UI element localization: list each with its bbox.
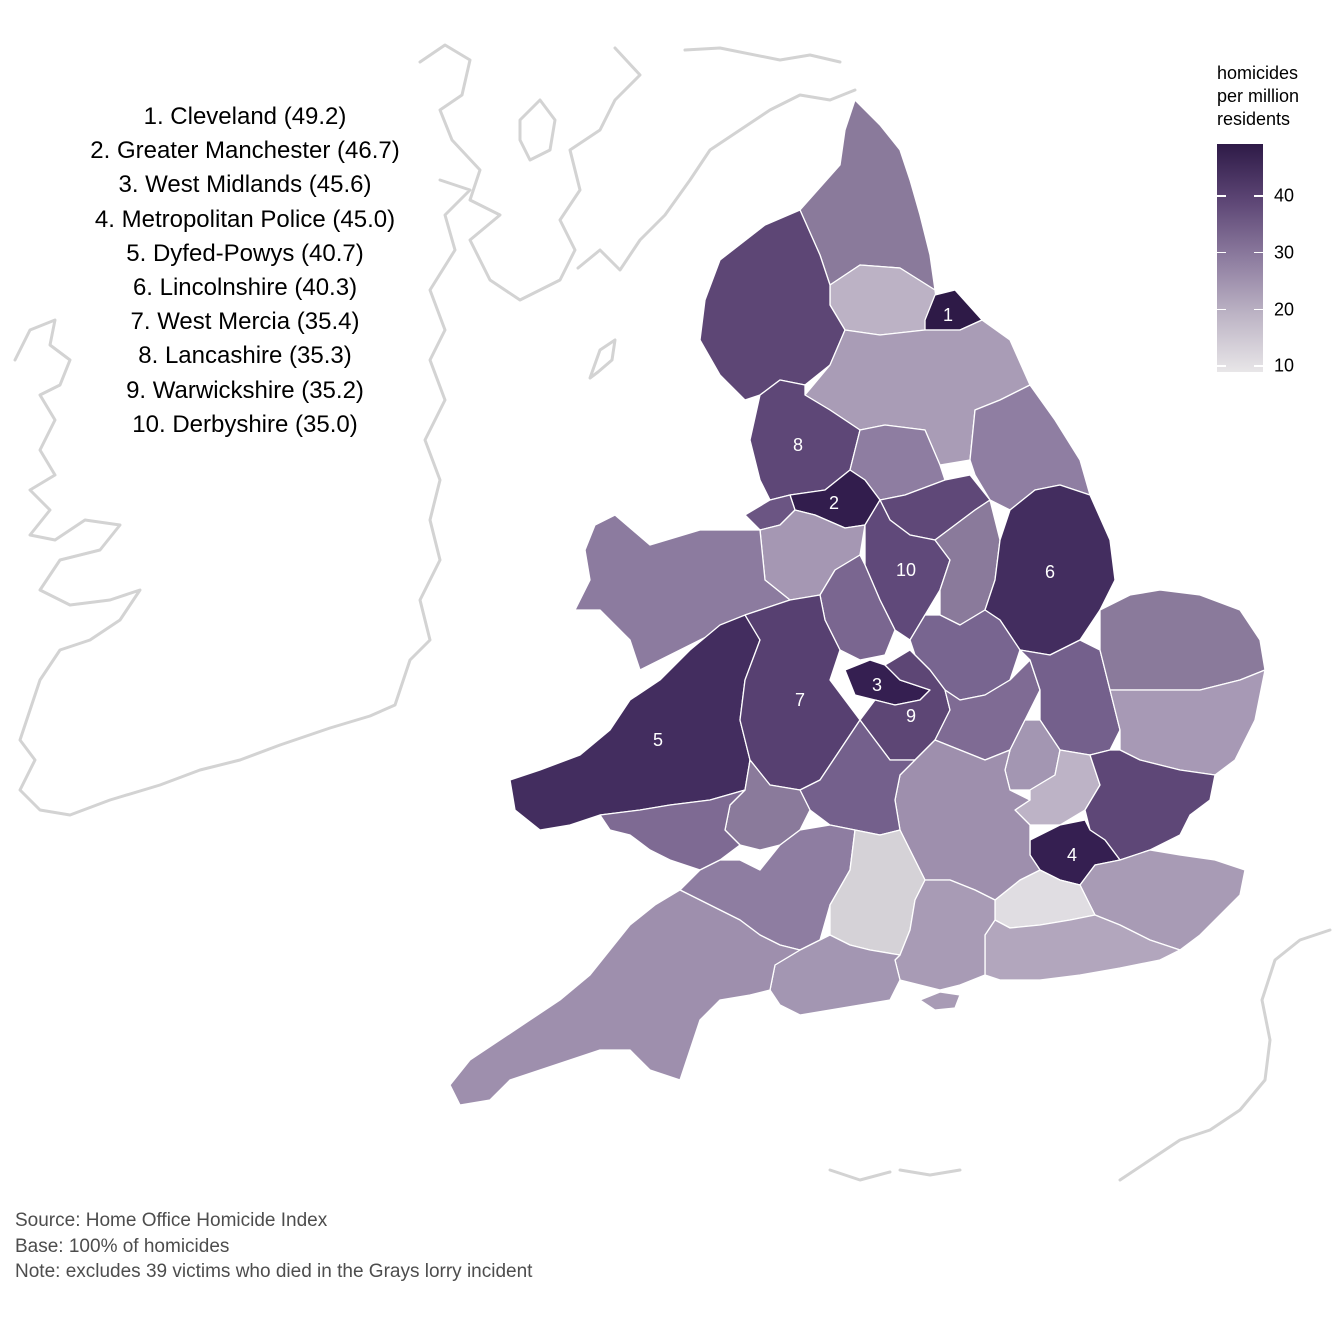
map-label-2: 2 [829,493,839,513]
region-south-wales [599,789,746,871]
note-text: Note: excludes 39 victims who died in th… [15,1261,533,1282]
ranking-item: 6. Lincolnshire (40.3) [132,274,358,302]
map-label-9: 9 [906,706,916,726]
ranking-item: 3. West Midlands (45.6) [118,171,372,199]
legend-label-40: 40 [1274,185,1295,206]
map-label-5: 5 [653,730,663,750]
map-label-7: 7 [795,690,805,710]
region-sussex [984,914,1181,981]
coastlines [13,43,1332,1182]
ranking-item: 9. Warwickshire (35.2) [126,376,364,404]
ranking-item: 7. West Mercia (35.4) [130,308,360,336]
police-force-areas [449,99,1266,1106]
ranking-item: 1. Cleveland (49.2) [143,103,347,130]
legend-title-line: per million [1217,86,1300,106]
legend-label-30: 30 [1274,242,1295,263]
map-label-1: 1 [943,305,953,325]
region-gloucestershire [799,719,916,836]
legend-title-line: residents [1217,109,1291,129]
map-label-10: 10 [896,560,916,580]
map-label-4: 4 [1067,845,1077,865]
map-label-6: 6 [1045,562,1055,582]
base-text: Base: 100% of homicides [15,1235,230,1257]
map-rank-labels: 1 2 3 4 5 6 7 8 9 10 [653,305,1077,865]
color-legend: homicides per million residents 40 30 20… [1217,62,1337,376]
top-ten-list: 1. Cleveland (49.2) 2. Greater Mancheste… [20,100,470,442]
region-cumbria [699,209,846,401]
legend-title-line: homicides [1217,63,1299,83]
source-notes: Source: Home Office Homicide Index Base:… [15,1208,532,1285]
region-essex [1084,749,1216,861]
ranking-item: 8. Lancashire (35.3) [138,342,352,370]
legend-title: homicides per million residents [1217,62,1337,131]
ranking-item: 5. Dyfed-Powys (40.7) [126,239,364,267]
ranking-item: 10. Derbyshire (35.0) [132,410,358,438]
ranking-item: 2. Greater Manchester (46.7) [90,137,400,165]
region-norfolk [1099,589,1266,691]
region-devon-cornwall [449,889,801,1106]
map-label-3: 3 [872,675,882,695]
legend-color-bar [1217,144,1263,372]
region-hampshire [894,879,996,991]
map-label-8: 8 [793,435,803,455]
ranking-item: 4. Metropolitan Police (45.0) [94,205,396,233]
source-text: Source: Home Office Homicide Index [15,1210,328,1231]
legend-label-10: 10 [1274,355,1295,376]
region-isle-of-wight [919,991,961,1011]
legend-label-20: 20 [1274,299,1295,320]
